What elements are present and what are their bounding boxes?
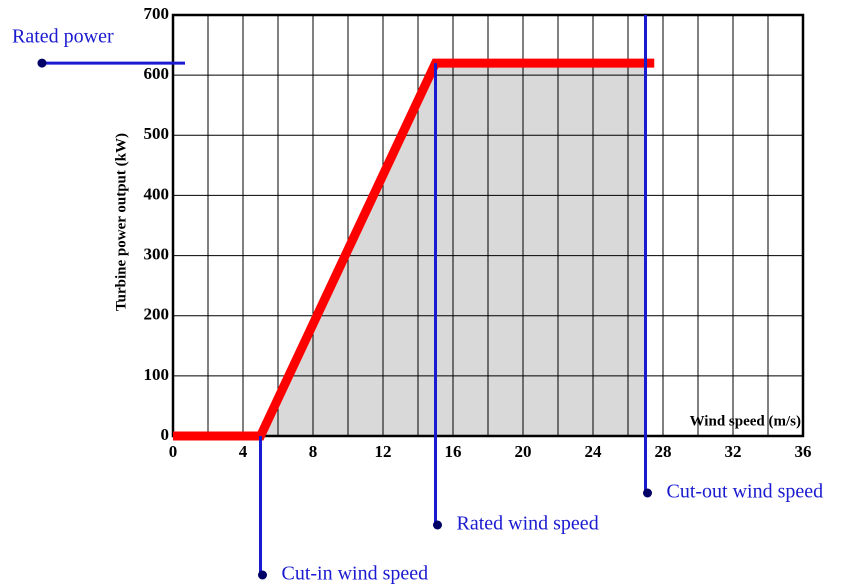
y-tick-label: 700 [144, 4, 170, 23]
y-axis-label: Turbine power output (kW) [113, 133, 129, 311]
x-tick-label: 12 [375, 442, 392, 461]
y-tick-label: 500 [144, 124, 170, 143]
annotation-dot [37, 58, 47, 68]
annotation-dot [258, 570, 267, 580]
x-tick-label: 0 [169, 442, 178, 461]
y-tick-label: 0 [161, 425, 170, 444]
y-tick-label: 600 [144, 64, 170, 83]
x-tick-label: 4 [239, 442, 248, 461]
annotation-label: Cut-out wind speed [667, 481, 824, 503]
y-tick-label: 400 [144, 184, 170, 203]
y-tick-label: 100 [144, 365, 170, 384]
annotation-label: Rated wind speed [457, 513, 599, 535]
plot-frame [171, 13, 805, 438]
y-tick-label: 300 [144, 244, 170, 263]
x-tick-label: 36 [795, 442, 812, 461]
annotation-label: Cut-in wind speed [282, 563, 429, 585]
x-tick-label: 20 [515, 442, 532, 461]
x-tick-label: 28 [655, 442, 672, 461]
y-tick-label: 200 [144, 305, 170, 324]
annotation-label: Rated power [12, 26, 114, 48]
x-tick-label: 16 [445, 442, 462, 461]
x-tick-label: 8 [309, 442, 318, 461]
annotation-dot [643, 488, 652, 498]
x-axis-label: Wind speed (m/s) [690, 413, 801, 429]
line [173, 58, 655, 441]
x-tick-label: 32 [725, 442, 742, 461]
x-tick-label: 24 [585, 442, 603, 461]
annotation-dot [433, 520, 442, 530]
